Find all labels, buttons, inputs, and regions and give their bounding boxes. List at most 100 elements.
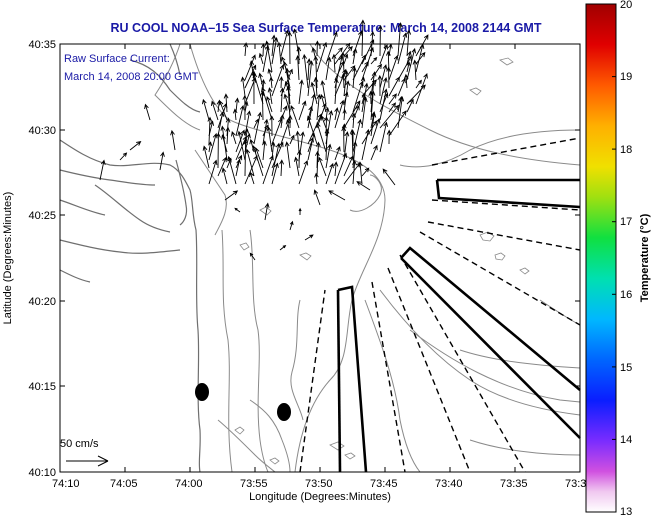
x-tick-label: 73:35 xyxy=(500,478,528,490)
current-vector xyxy=(202,145,210,169)
current-vector xyxy=(271,34,277,57)
current-vector xyxy=(307,93,316,129)
current-vector xyxy=(217,111,225,137)
current-vector xyxy=(377,24,383,57)
current-vector xyxy=(208,159,218,185)
current-vector xyxy=(252,145,264,177)
colorbar-tick-label: 13 xyxy=(620,506,632,518)
current-vector xyxy=(370,80,376,113)
current-vector xyxy=(334,47,343,57)
current-vector xyxy=(397,32,408,65)
current-vector xyxy=(361,46,374,81)
current-vector xyxy=(119,152,128,161)
current-vector xyxy=(324,128,330,161)
current-vector xyxy=(370,144,378,161)
surface-current-vectors xyxy=(99,19,429,261)
current-vector xyxy=(249,171,255,185)
current-vector xyxy=(412,59,418,81)
current-vector xyxy=(237,130,246,161)
current-vector xyxy=(341,125,347,153)
current-vector xyxy=(298,207,302,216)
current-vector xyxy=(406,61,411,73)
current-vector xyxy=(284,141,291,169)
current-vector xyxy=(334,61,345,81)
colorbar-label: Temperature (°C) xyxy=(639,213,651,302)
current-vector xyxy=(298,79,304,105)
y-axis-label: Latitude (Degrees:Minutes) xyxy=(2,192,14,325)
colorbar-tick-label: 19 xyxy=(620,71,632,83)
current-vector xyxy=(302,53,309,89)
current-vector xyxy=(225,126,231,145)
y-tick-label: 40:30 xyxy=(28,125,56,137)
x-tick-label: 74:00 xyxy=(175,478,203,490)
x-tick-label: 74:10 xyxy=(52,478,80,490)
current-vector xyxy=(262,140,267,161)
current-vector xyxy=(242,94,248,121)
current-vector xyxy=(331,53,337,73)
axis-ticks xyxy=(59,43,580,473)
current-vector xyxy=(226,157,232,169)
current-vector xyxy=(235,104,245,137)
current-vector xyxy=(361,128,370,161)
current-vector xyxy=(304,234,314,241)
current-vector xyxy=(295,54,301,81)
current-vector xyxy=(253,111,263,145)
y-tick-label: 40:35 xyxy=(28,39,56,51)
scale-bar-arrow xyxy=(66,455,109,467)
x-tick-label: 74:05 xyxy=(110,478,138,490)
current-vector xyxy=(267,87,273,105)
shipping-lanes xyxy=(336,178,581,473)
current-vector xyxy=(379,64,388,89)
current-vector xyxy=(261,86,273,121)
y-tick-label: 40:25 xyxy=(28,210,56,222)
current-vector xyxy=(306,58,312,81)
y-tick-label: 40:15 xyxy=(28,381,56,393)
current-vector xyxy=(352,118,363,153)
x-tick-labels: 74:10 74:05 74:00 73:55 73:50 73:45 73:4… xyxy=(52,478,586,490)
current-vector xyxy=(292,28,300,57)
current-vector xyxy=(349,128,355,161)
current-vector xyxy=(129,140,142,151)
current-vector xyxy=(289,220,294,231)
current-vector xyxy=(377,74,383,97)
current-vector xyxy=(279,159,285,177)
current-vector xyxy=(325,143,332,169)
current-vector xyxy=(313,189,321,206)
current-vector xyxy=(370,56,378,65)
current-vector xyxy=(370,63,382,81)
current-vector xyxy=(249,138,255,153)
current-vector xyxy=(271,64,285,97)
current-vector xyxy=(343,70,349,97)
current-vector xyxy=(415,51,426,65)
current-vector xyxy=(356,181,371,191)
current-vector xyxy=(361,167,370,177)
current-vector xyxy=(313,76,319,97)
current-vector xyxy=(235,135,247,161)
current-vector xyxy=(397,96,405,129)
current-vector xyxy=(343,155,354,177)
current-vector xyxy=(201,98,210,121)
current-vector xyxy=(306,115,318,145)
current-vector xyxy=(280,29,290,57)
current-vector xyxy=(311,47,318,65)
current-vector xyxy=(271,162,279,185)
x-tick-label: 73:55 xyxy=(240,478,268,490)
current-vector xyxy=(333,77,339,105)
buoy-marker-2 xyxy=(277,403,291,421)
contour-speckle xyxy=(234,57,530,465)
current-vector xyxy=(318,156,327,177)
x-tick-label: 73:40 xyxy=(435,478,463,490)
current-vector xyxy=(368,90,374,105)
current-vector xyxy=(313,55,319,89)
current-vector xyxy=(315,141,321,177)
current-vector xyxy=(296,46,302,65)
current-vector xyxy=(271,141,284,169)
current-vector xyxy=(279,87,285,113)
inset-line-1: Raw Surface Current: xyxy=(64,53,170,65)
current-vector xyxy=(234,207,241,213)
x-tick-label: 73:45 xyxy=(370,478,398,490)
current-vector xyxy=(280,117,292,145)
current-vector xyxy=(276,41,282,65)
current-vector xyxy=(262,154,274,185)
inset-line-2: March 14, 2008 20:00 GMT xyxy=(64,71,199,83)
